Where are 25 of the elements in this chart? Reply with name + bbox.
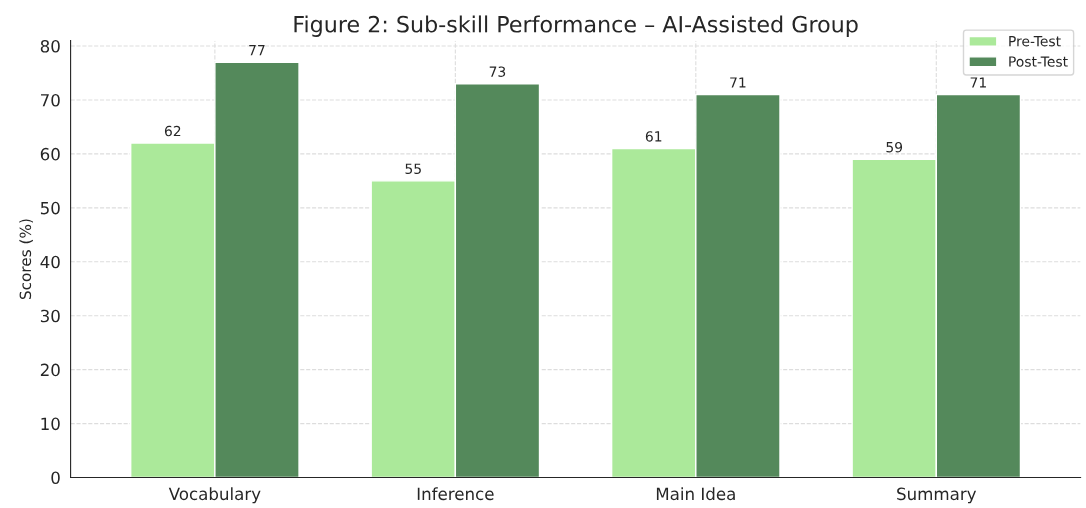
data-label: 55	[405, 163, 421, 175]
data-label: 73	[489, 66, 506, 77]
x-tick-label: Inference	[417, 487, 494, 501]
y-tick-label: 10	[41, 417, 60, 431]
x-tick-label: Vocabulary	[168, 487, 261, 504]
y-tick-label: 50	[40, 201, 60, 215]
x-tick-label: Main Idea	[656, 487, 735, 501]
y-axis-title: Scores (%)	[19, 219, 33, 300]
chart-title: Figure 2: Sub-skill Performance – AI-Assisted Group	[294, 15, 858, 37]
legend-label: Pre-Test	[1009, 36, 1061, 47]
data-label: 61	[645, 131, 662, 142]
y-tick-label: 30	[40, 309, 60, 323]
data-label: 62	[164, 125, 181, 137]
y-tick-label: 60	[40, 147, 60, 161]
data-label: 59	[886, 141, 903, 153]
data-label: 77	[249, 45, 265, 56]
legend-label: Post-Test	[1009, 56, 1068, 67]
x-tick-label: Summary	[897, 487, 977, 504]
y-tick-label: 0	[51, 471, 60, 485]
y-tick-label: 40	[40, 255, 60, 269]
y-tick-label: 70	[41, 93, 60, 107]
y-tick-label: 20	[40, 363, 60, 377]
data-label: 71	[970, 77, 986, 88]
data-label: 71	[730, 77, 746, 88]
y-tick-label: 80	[40, 40, 60, 53]
